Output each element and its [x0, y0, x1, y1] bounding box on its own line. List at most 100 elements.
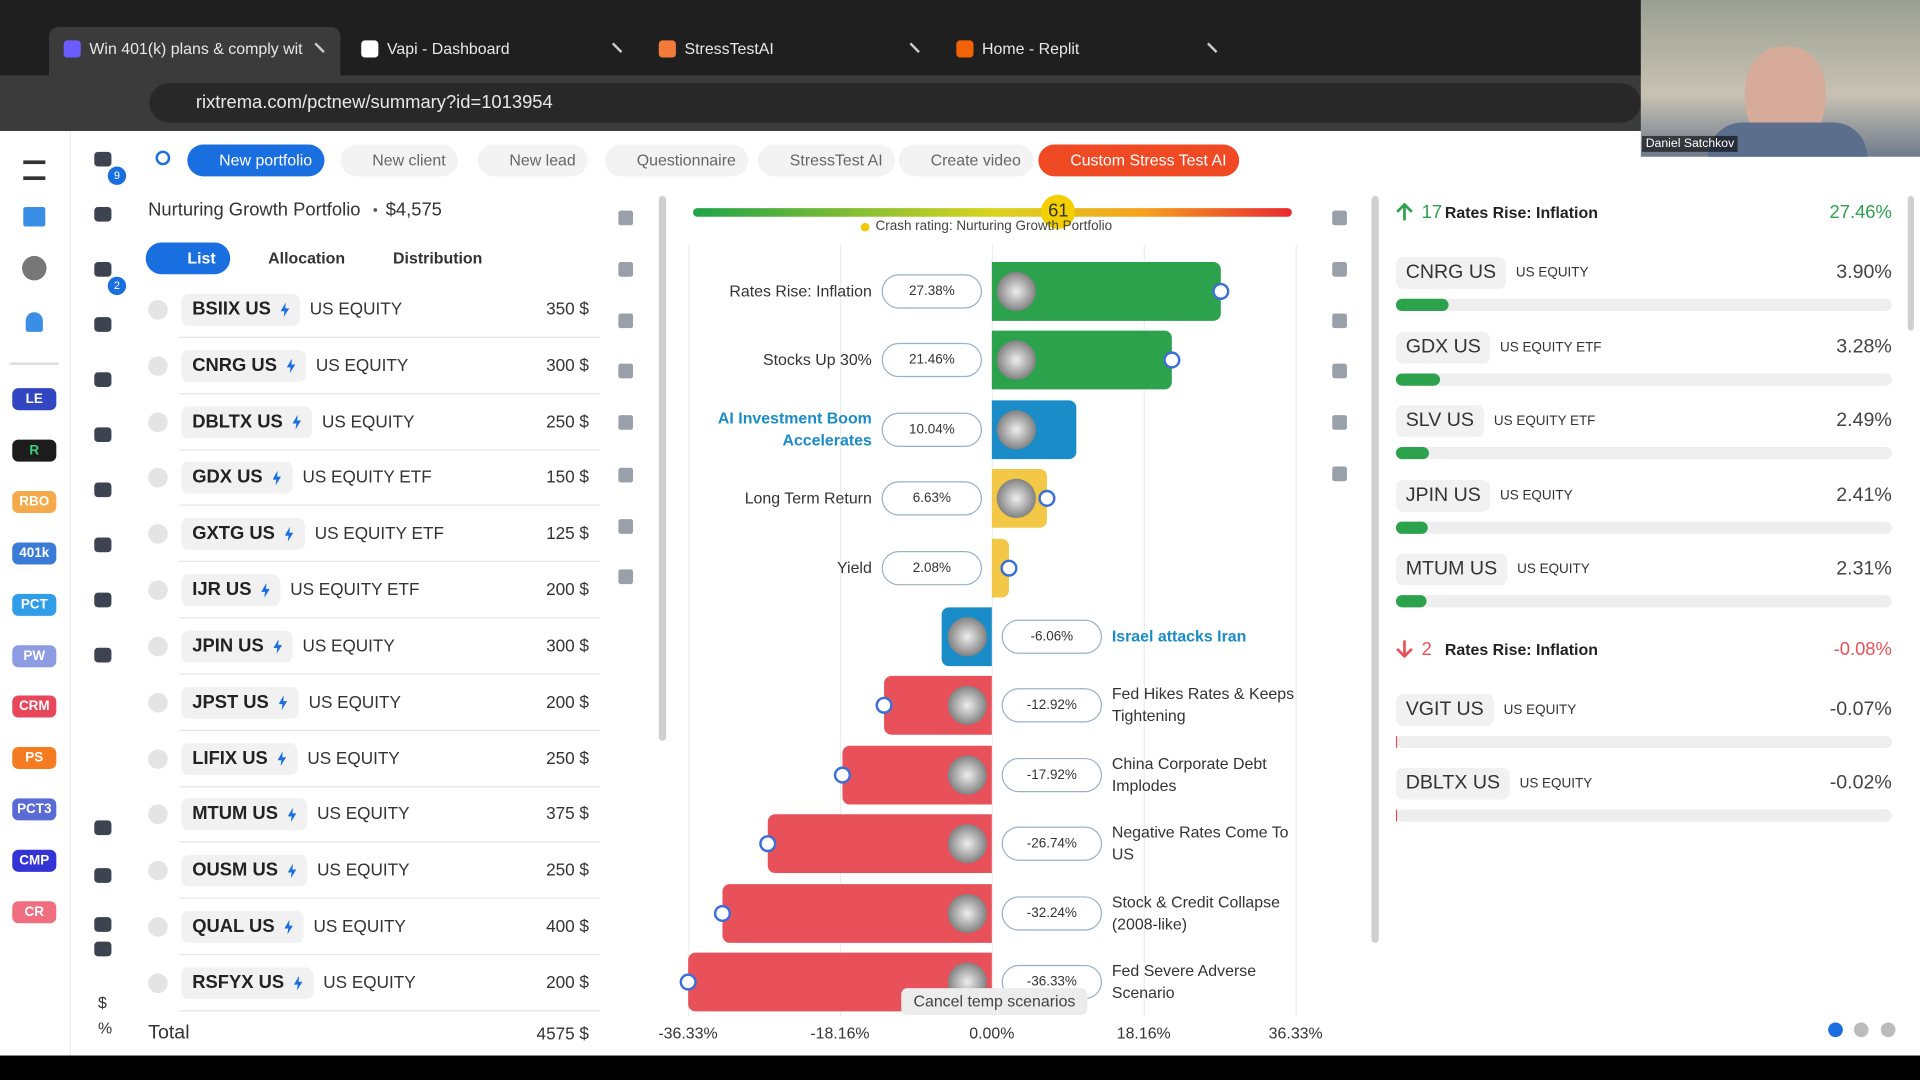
toolbar-button[interactable]: Create video	[898, 144, 1034, 177]
view-tab[interactable]: List	[145, 242, 231, 275]
tab-title[interactable]: Vapi - Dashboard	[386, 39, 510, 58]
nav-icon[interactable]	[94, 206, 112, 222]
tool-icon[interactable]	[618, 519, 634, 534]
value-pill[interactable]: -32.24%	[1001, 895, 1103, 931]
ticker-pill[interactable]: IJR US	[181, 574, 281, 607]
nav-icon[interactable]	[94, 537, 112, 553]
nav-icon[interactable]	[94, 592, 112, 608]
ticker-pill[interactable]: CNRG US	[181, 349, 307, 382]
tool-icon[interactable]	[618, 363, 634, 379]
drag-handle[interactable]	[833, 766, 851, 784]
avatar-icon[interactable]	[22, 255, 47, 281]
remove-button[interactable]	[148, 861, 168, 881]
value-pill[interactable]: 6.63%	[881, 481, 983, 516]
value-pill[interactable]: -17.92%	[1001, 757, 1103, 792]
nav-icon[interactable]	[94, 482, 112, 498]
toolbar-button[interactable]: Questionnaire	[604, 144, 749, 177]
remove-button[interactable]	[148, 748, 168, 769]
pagination[interactable]	[1853, 1022, 1869, 1038]
value-pill[interactable]: 2.08%	[881, 550, 983, 585]
tool-icon[interactable]	[1332, 466, 1347, 482]
ticker-pill[interactable]: GDX US	[181, 462, 293, 495]
nav-icon[interactable]	[94, 820, 112, 836]
drag-handle[interactable]	[1000, 559, 1018, 577]
nav-icon[interactable]	[94, 868, 112, 883]
remove-button[interactable]	[148, 580, 168, 601]
remove-button[interactable]	[148, 973, 168, 994]
toolbar-button[interactable]: New client	[340, 144, 458, 177]
ticker-pill[interactable]: GXTG US	[181, 518, 305, 551]
drag-handle[interactable]	[759, 835, 777, 853]
view-tab[interactable]: Distribution	[393, 248, 483, 267]
active-tab[interactable]	[48, 26, 341, 76]
tool-icon[interactable]	[1332, 313, 1347, 329]
app-badge[interactable]: LE	[12, 388, 57, 411]
nav-icon[interactable]	[94, 427, 112, 443]
toolbar-button[interactable]: New portfolio	[187, 144, 325, 177]
home-icon[interactable]	[23, 206, 46, 227]
tool-icon[interactable]	[1332, 210, 1347, 226]
url[interactable]: rixtrema.com/pctnew/summary?id=1013954	[195, 91, 553, 113]
toolbar-button[interactable]: Custom Stress Test AI	[1038, 144, 1239, 177]
value-pill[interactable]: -26.74%	[1001, 826, 1103, 862]
app-badge[interactable]: CRM	[12, 695, 57, 719]
app-badge[interactable]: PCT	[12, 593, 57, 616]
drag-handle[interactable]	[1162, 351, 1180, 370]
nav-icon[interactable]	[94, 917, 112, 932]
remove-button[interactable]	[148, 300, 168, 320]
ticker-pill[interactable]: RSFYX US	[181, 967, 314, 1000]
ticker-pill[interactable]: MTUM US	[181, 798, 308, 831]
remove-button[interactable]	[148, 412, 168, 432]
app-badge[interactable]: PCT3	[12, 798, 57, 821]
drag-handle[interactable]	[1212, 282, 1230, 300]
tool-icon[interactable]	[1332, 415, 1347, 430]
drag-handle[interactable]	[875, 697, 893, 715]
tab-title[interactable]: Home - Replit	[982, 39, 1080, 58]
tab-title[interactable]: Win 401(k) plans & comply wit	[89, 39, 303, 58]
nav-icon[interactable]	[94, 262, 112, 277]
pagination[interactable]	[1828, 1022, 1843, 1038]
app-badge[interactable]: CMP	[12, 849, 57, 872]
ticker-pill[interactable]: LIFIX US	[181, 742, 298, 775]
remove-button[interactable]	[148, 692, 168, 713]
nav-icon[interactable]	[94, 372, 112, 387]
value-pill[interactable]: -12.92%	[1001, 688, 1103, 723]
ticker-pill[interactable]: DBLTX US	[181, 406, 313, 438]
app-badge[interactable]: PS	[12, 747, 57, 770]
tool-icon[interactable]	[618, 313, 634, 329]
remove-button[interactable]	[148, 356, 168, 376]
url-field[interactable]	[149, 83, 1641, 123]
ticker-pill[interactable]: JPIN US	[181, 630, 294, 663]
cancel-button[interactable]: Cancel temp scenarios	[901, 988, 1088, 1016]
ticker-pill[interactable]: BSIIX US	[181, 293, 301, 326]
toolbar-button[interactable]: StressTest AI	[757, 144, 895, 177]
nav-icon[interactable]	[94, 647, 112, 663]
app-badge[interactable]: RBO	[12, 490, 57, 513]
nav-icon[interactable]	[94, 317, 112, 332]
tool-icon[interactable]	[618, 262, 634, 277]
value-pill[interactable]: -6.06%	[1001, 619, 1103, 654]
drag-handle[interactable]	[1038, 490, 1056, 508]
tool-icon[interactable]	[618, 467, 634, 483]
app-badge[interactable]: R	[12, 439, 57, 462]
drag-handle[interactable]	[679, 973, 697, 991]
toolbar-button[interactable]: New lead	[477, 144, 589, 177]
tool-icon[interactable]	[618, 569, 634, 585]
view-tab[interactable]: Allocation	[268, 248, 346, 267]
value-pill[interactable]: 27.38%	[881, 274, 983, 309]
tab-title[interactable]: StressTestAI	[684, 39, 774, 58]
drag-handle[interactable]	[713, 904, 731, 922]
bell-icon[interactable]	[25, 312, 43, 332]
nav-icon[interactable]	[94, 941, 112, 957]
value-pill[interactable]: 21.46%	[881, 343, 983, 378]
tool-icon[interactable]	[618, 415, 634, 430]
ticker-pill[interactable]: OUSM US	[181, 855, 308, 887]
value-pill[interactable]: 10.04%	[881, 412, 983, 447]
tool-icon[interactable]	[1332, 363, 1347, 379]
remove-button[interactable]	[148, 917, 168, 937]
menu-icon[interactable]	[23, 160, 46, 180]
search-icon[interactable]	[155, 150, 171, 166]
pagination[interactable]	[1880, 1022, 1896, 1038]
nav-icon[interactable]	[94, 151, 112, 167]
app-badge[interactable]: CR	[12, 901, 57, 924]
